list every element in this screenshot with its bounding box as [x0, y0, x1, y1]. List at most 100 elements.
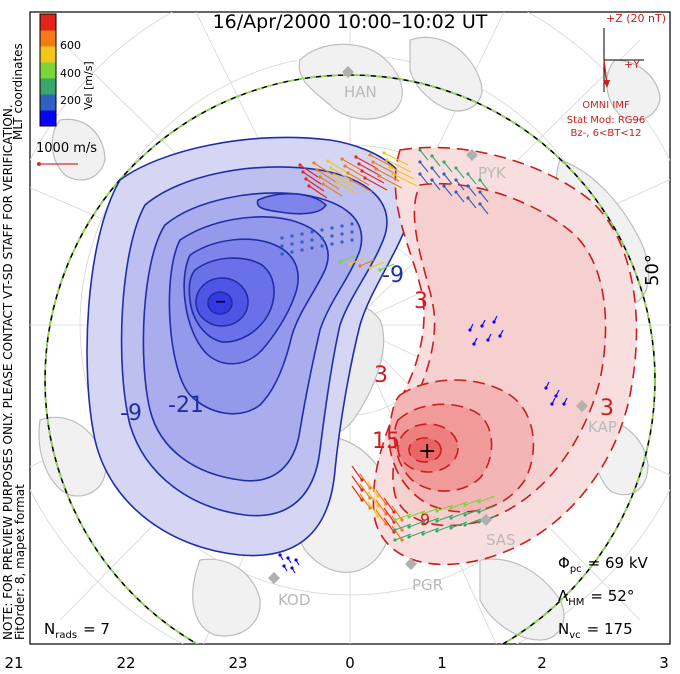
station-pgr: PGR	[412, 576, 443, 594]
station-han: HAN	[344, 83, 377, 101]
vector-line	[408, 530, 426, 538]
pcp-stat: Φpc = 69 kV	[558, 554, 649, 575]
vector-line	[279, 554, 284, 561]
colorbar-swatch	[40, 110, 56, 127]
vector-line	[464, 518, 482, 526]
colorbar-swatch	[40, 62, 56, 79]
stat-model: Stat Mod: RG96	[567, 115, 646, 126]
mlt-tick: 23	[228, 654, 247, 672]
vector-line	[419, 161, 429, 173]
mlt-tick: 3	[659, 654, 669, 672]
vector-line	[563, 397, 568, 405]
vector-origin	[350, 222, 354, 226]
colorbar-swatch	[40, 14, 56, 31]
scale-vector: 1000 m/s	[36, 141, 97, 166]
vector-line	[379, 263, 395, 271]
vector-line	[394, 523, 412, 531]
vector-line	[478, 505, 496, 513]
vector-line	[479, 179, 489, 191]
dusk-cell	[86, 136, 413, 557]
vector-line	[308, 185, 328, 199]
vector-line	[299, 164, 319, 178]
vector-line	[464, 498, 482, 506]
vector-origin	[340, 224, 344, 228]
nrads-stat: Nrads = 7	[44, 620, 110, 641]
vector-line	[351, 475, 363, 491]
mlt-axis: 21 22 23 0 1 2 3	[4, 654, 668, 672]
vector-line	[359, 473, 371, 489]
vector-line	[350, 179, 373, 193]
contour-label: 3	[600, 396, 614, 421]
colorbar-swatches	[40, 14, 56, 127]
velocity-colorbar: 600 400 200 Vel [m/s]	[39, 13, 95, 127]
vector-line	[313, 162, 334, 176]
contour-label: -9	[120, 401, 142, 426]
vector-line	[367, 501, 379, 517]
vector-line	[450, 501, 468, 509]
vector-line	[375, 499, 387, 515]
vector-line	[361, 170, 385, 184]
vector-line	[422, 507, 440, 515]
vector-origin	[280, 236, 284, 240]
mlt-tick: 2	[537, 654, 547, 672]
vector-line	[375, 168, 400, 182]
vector-line	[327, 160, 349, 174]
vector-line	[464, 508, 482, 516]
station-sas: SAS	[486, 531, 516, 549]
vector-line	[479, 203, 489, 215]
vector-line	[408, 510, 426, 518]
colorbar-swatch	[40, 46, 56, 63]
vector-line	[551, 397, 556, 405]
contour-label: 9	[420, 510, 430, 529]
vector-line	[351, 465, 363, 481]
vector-line	[316, 169, 337, 183]
contour-label: 3	[374, 363, 388, 388]
velocity-vectors	[278, 148, 568, 574]
colorbar-swatch	[40, 94, 56, 111]
vector-line	[392, 173, 418, 187]
vector-line	[394, 513, 412, 521]
vector-origin	[330, 242, 334, 246]
vector-line	[467, 197, 477, 209]
vector-line	[487, 333, 492, 341]
vector-line	[545, 381, 550, 389]
vector-origin	[340, 232, 344, 236]
vector-line	[344, 165, 367, 179]
latitude-label: 50°	[642, 254, 663, 286]
vector-line	[394, 533, 412, 541]
imf-indicator: +Z (20 nT) +Y OMNI IMF Stat Mod: RG96 Bz…	[567, 12, 666, 139]
vector-line	[287, 557, 292, 564]
vector-line	[422, 517, 440, 525]
vector-origin	[310, 246, 314, 250]
vector-line	[283, 565, 288, 572]
hm-boundary-dash	[44, 74, 656, 644]
vector-line	[455, 191, 465, 203]
nvc-stat: Nvc = 175	[558, 620, 633, 641]
station-kap: KAP	[588, 418, 617, 436]
vector-line	[336, 181, 358, 195]
vector-line	[455, 167, 465, 179]
dawn-cell	[372, 146, 638, 566]
contour-label: 15	[372, 429, 400, 454]
vector-origin	[300, 240, 304, 244]
vector-line	[386, 159, 412, 173]
vector-line	[339, 255, 355, 263]
vector-line	[333, 174, 355, 188]
vector-line	[436, 524, 454, 532]
contour-label: 3	[414, 289, 428, 314]
vector-origin	[340, 240, 344, 244]
vector-line	[369, 154, 394, 168]
vector-line	[383, 152, 409, 166]
colorbar-tick-600: 600	[60, 39, 81, 52]
vector-line	[319, 176, 340, 190]
vector-line	[431, 167, 441, 179]
vector-line	[499, 329, 504, 337]
contour-label: -9	[382, 263, 404, 288]
stats-panel: Φpc = 69 kV ΛHM = 52° Nvc = 175 Nrads = 7	[44, 554, 649, 641]
map-title: 16/Apr/2000 10:00–10:02 UT	[213, 11, 488, 33]
mlt-tick: 1	[437, 654, 447, 672]
vector-origin	[280, 244, 284, 248]
mlt-tick: 22	[116, 654, 135, 672]
